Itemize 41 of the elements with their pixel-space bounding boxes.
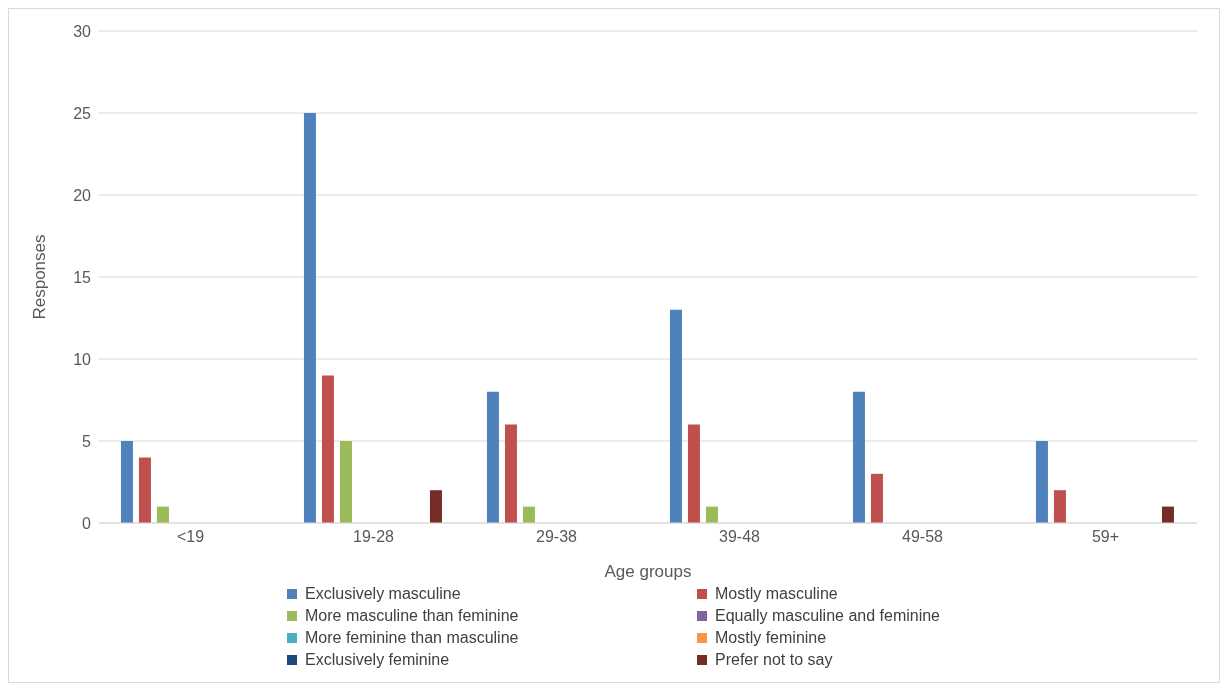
legend-label: More masculine than feminine (305, 607, 519, 625)
bar (486, 391, 499, 523)
y-tick-label: 15 (73, 268, 92, 286)
y-tick-label: 0 (82, 514, 92, 532)
x-tick-label: 39-48 (719, 528, 761, 546)
y-tick-label: 30 (73, 22, 92, 40)
y-axis-title: Responses (30, 234, 50, 320)
bar (504, 424, 517, 523)
bar (705, 506, 718, 523)
x-tick-label: <19 (176, 528, 205, 546)
bar (1161, 506, 1174, 523)
bar (669, 309, 682, 523)
legend-label: Mostly feminine (715, 629, 827, 647)
x-axis-title: Age groups (604, 562, 692, 581)
bar (303, 113, 316, 523)
x-tick-label: 59+ (1091, 528, 1120, 546)
y-tick-label: 10 (73, 350, 92, 368)
y-tick-label: 25 (73, 104, 92, 122)
bar (339, 441, 352, 523)
legend-label: More feminine than masculine (305, 629, 519, 647)
bar (321, 375, 334, 523)
bar (870, 473, 883, 523)
bar (522, 506, 535, 523)
legend-label: Equally masculine and feminine (715, 607, 941, 625)
legend-label: Exclusively masculine (305, 585, 461, 603)
bar (852, 391, 865, 523)
x-tick-label: 49-58 (902, 528, 944, 546)
bar (429, 490, 442, 523)
bar (156, 506, 169, 523)
x-tick-label: 19-28 (353, 528, 395, 546)
bar (138, 457, 151, 523)
legend-label: Prefer not to say (715, 651, 833, 669)
bar (1053, 490, 1066, 523)
bar (687, 424, 700, 523)
bar (1035, 441, 1048, 523)
y-tick-label: 20 (73, 186, 92, 204)
legend-label: Exclusively feminine (305, 651, 450, 669)
bar (120, 441, 133, 523)
y-tick-label: 5 (82, 432, 92, 450)
x-tick-label: 29-38 (536, 528, 578, 546)
legend-label: Mostly masculine (715, 585, 838, 603)
